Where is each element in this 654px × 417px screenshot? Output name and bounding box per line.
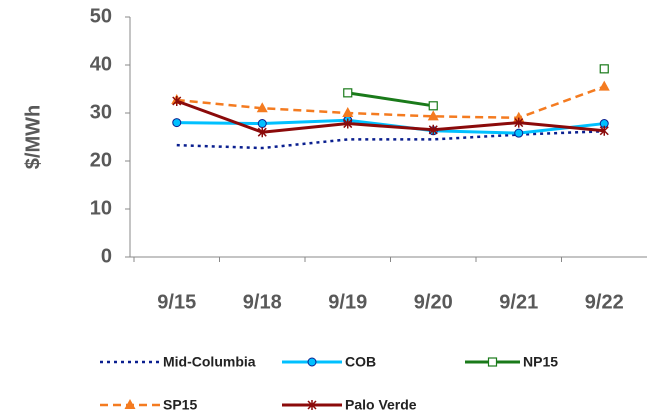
data-point <box>257 119 267 129</box>
series-line <box>176 85 605 120</box>
x-tick-label: 9/20 <box>414 291 453 313</box>
x-tick-label: 9/15 <box>157 291 196 313</box>
data-point <box>428 124 438 135</box>
legend-label: SP15 <box>163 397 197 413</box>
data-point <box>343 118 353 129</box>
data-point <box>257 127 267 138</box>
y-tick-label: 50 <box>90 5 112 27</box>
legend-label: NP15 <box>523 354 558 370</box>
legend-label: Palo Verde <box>345 397 417 413</box>
x-tick-label: 9/21 <box>499 291 538 313</box>
series-line <box>176 129 605 150</box>
y-tick-label: 10 <box>90 197 112 219</box>
y-tick-label: 30 <box>90 101 112 123</box>
data-point <box>599 125 609 136</box>
x-tick-label: 9/22 <box>585 291 624 313</box>
y-tick-label: 20 <box>90 149 112 171</box>
legend-label: Mid-Columbia <box>163 354 256 370</box>
data-point <box>343 88 353 98</box>
legend-label: COB <box>345 354 376 370</box>
data-point <box>514 117 524 128</box>
y-tick-label: 40 <box>90 53 112 75</box>
series-line <box>176 99 605 134</box>
data-point <box>172 96 182 106</box>
x-tick-label: 9/18 <box>243 291 282 313</box>
data-point <box>172 118 182 128</box>
legend-marker <box>487 357 498 367</box>
data-point <box>342 107 354 117</box>
legend-marker <box>124 399 136 409</box>
data-point <box>256 102 268 113</box>
data-point <box>514 128 524 138</box>
legend-marker <box>307 357 317 367</box>
data-point <box>427 110 439 121</box>
legend-marker <box>307 400 317 410</box>
x-tick-label: 9/19 <box>328 291 367 313</box>
data-point <box>428 101 438 111</box>
y-axis-title: $/MWh <box>22 105 44 169</box>
y-tick-label: 0 <box>101 245 112 267</box>
data-point <box>598 80 610 91</box>
data-point <box>599 64 609 74</box>
